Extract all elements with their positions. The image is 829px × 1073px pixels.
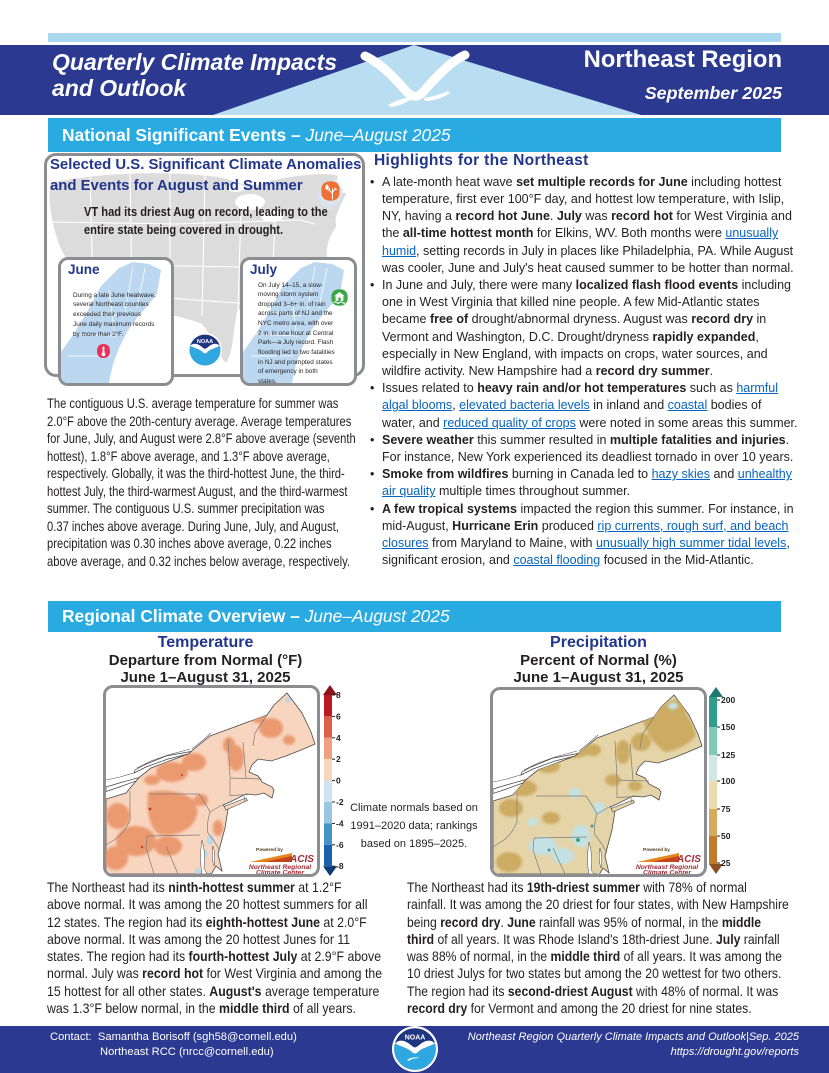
- svg-text:6: 6: [336, 711, 341, 721]
- svg-text:-2: -2: [336, 797, 344, 807]
- svg-text:Northeast Regional: Northeast Regional: [636, 864, 698, 871]
- svg-text:Climate Center: Climate Center: [256, 870, 304, 874]
- svg-text:ACIS: ACIS: [289, 854, 314, 865]
- svg-text:75: 75: [721, 804, 731, 814]
- svg-text:0: 0: [336, 776, 341, 786]
- svg-text:-4: -4: [336, 818, 344, 828]
- svg-text:NOAA: NOAA: [405, 1034, 426, 1041]
- svg-text:-6: -6: [336, 840, 344, 850]
- svg-text:-8: -8: [336, 861, 344, 871]
- svg-text:25: 25: [721, 858, 731, 868]
- svg-text:ACIS: ACIS: [676, 854, 701, 865]
- svg-text:125: 125: [721, 750, 735, 760]
- svg-text:50: 50: [721, 831, 731, 841]
- svg-text:NOAA: NOAA: [197, 339, 213, 345]
- svg-text:Climate Center: Climate Center: [643, 870, 691, 874]
- svg-text:150: 150: [721, 722, 735, 732]
- svg-text:8: 8: [336, 690, 341, 700]
- svg-text:2: 2: [336, 754, 341, 764]
- svg-text:Northeast Regional: Northeast Regional: [249, 864, 311, 871]
- svg-text:200: 200: [721, 695, 735, 705]
- svg-text:4: 4: [336, 733, 341, 743]
- svg-text:100: 100: [721, 776, 735, 786]
- svg-text:Powered by: Powered by: [643, 847, 670, 853]
- svg-text:Powered by: Powered by: [256, 847, 283, 853]
